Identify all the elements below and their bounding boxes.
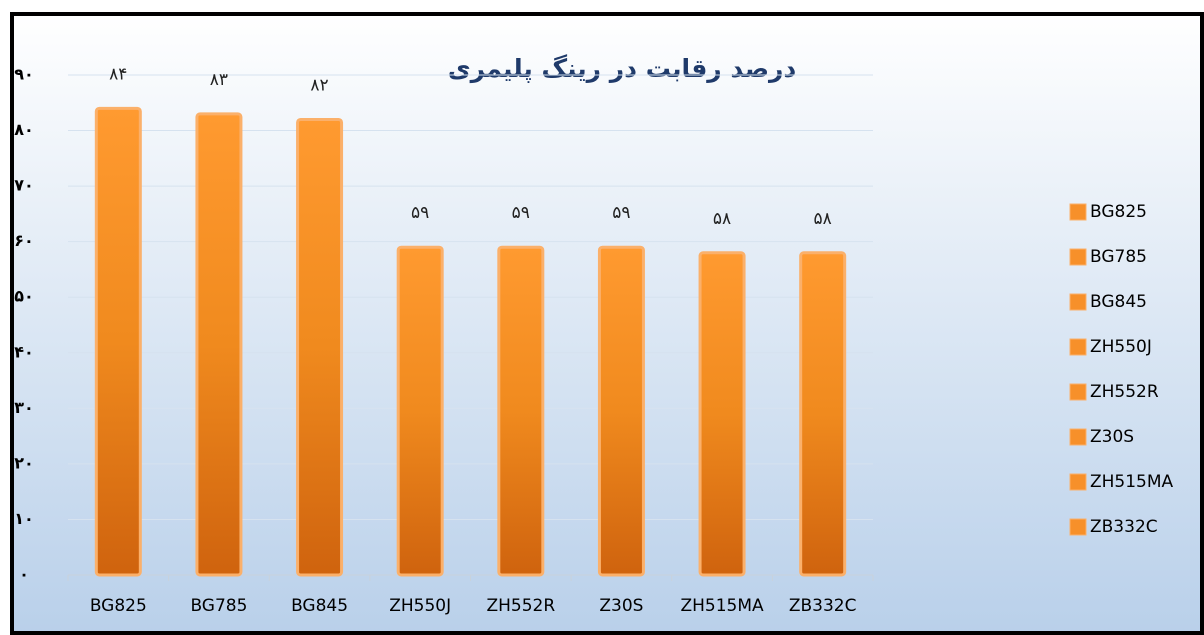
legend-swatch (1069, 248, 1087, 266)
data-label: ۸۲ (310, 75, 328, 95)
data-label: ۵۹ (411, 203, 429, 223)
data-label: ۵۸ (814, 209, 832, 229)
data-label: ۸۳ (210, 70, 228, 90)
y-tick-label: ۳۰ (14, 398, 34, 417)
legend-label: ZH552R (1090, 382, 1159, 402)
bar (698, 251, 746, 577)
x-tick-label: BG845 (291, 596, 348, 616)
legend-label: ZH550J (1090, 337, 1152, 357)
legend-label: ZH515MA (1090, 472, 1174, 492)
legend-swatch (1069, 338, 1087, 356)
legend-swatch (1069, 383, 1087, 401)
legend-label: BG825 (1090, 202, 1147, 222)
legend-label: ZB332C (1090, 517, 1158, 537)
y-tick-label: ۱۰ (14, 509, 34, 528)
x-tick-label: ZH552R (486, 596, 555, 616)
legend-label: BG845 (1090, 292, 1147, 312)
bar (497, 245, 545, 577)
x-tick-label: BG785 (190, 596, 247, 616)
data-label: ۵۸ (713, 209, 731, 229)
x-tick-label: ZH550J (389, 596, 451, 616)
bar (396, 245, 444, 577)
data-label: ۸۴ (109, 64, 127, 84)
bar (195, 112, 243, 577)
data-label: ۵۹ (512, 203, 530, 223)
y-tick-label: ۰ (19, 565, 29, 584)
legend-swatch (1069, 428, 1087, 446)
bar (94, 106, 142, 577)
x-tick-label: ZH515MA (680, 596, 764, 616)
legend-swatch (1069, 518, 1087, 536)
bar (799, 251, 847, 577)
y-tick-label: ۸۰ (14, 120, 34, 139)
legend-label: BG785 (1090, 247, 1147, 267)
data-label: ۵۹ (612, 203, 630, 223)
y-tick-label: ۹۰ (14, 65, 34, 84)
chart-title: درصد رقابت در رینگ پلیمری (448, 54, 797, 84)
y-tick-label: ۵۰ (14, 287, 34, 306)
y-tick-label: ۷۰ (14, 176, 34, 195)
y-tick-label: ۶۰ (14, 231, 34, 250)
y-tick-label: ۲۰ (14, 453, 34, 472)
bar (296, 117, 344, 577)
legend-label: Z30S (1090, 427, 1134, 447)
legend-swatch (1069, 293, 1087, 311)
x-tick-label: ZB332C (789, 596, 857, 616)
bar (597, 245, 645, 577)
x-tick-label: Z30S (599, 596, 643, 616)
y-tick-label: ۴۰ (14, 342, 34, 361)
x-tick-label: BG825 (90, 596, 147, 616)
legend-swatch (1069, 473, 1087, 491)
legend-swatch (1069, 203, 1087, 221)
